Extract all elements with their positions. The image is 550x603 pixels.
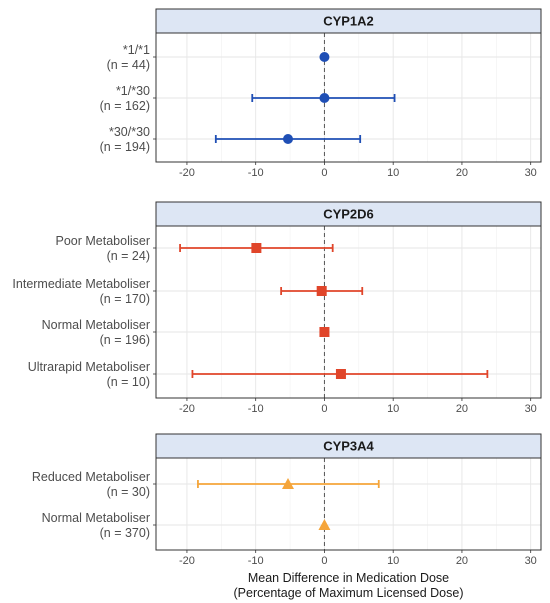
x-tick-label: 10 [387, 555, 399, 567]
plot-area [156, 458, 541, 550]
panel-strip [155, 433, 542, 459]
point-estimate [282, 478, 294, 489]
row-1: Normal Metaboliser(n = 370) [42, 511, 331, 540]
category-n-label: (n = 10) [107, 375, 150, 389]
category-n-label: (n = 196) [100, 333, 150, 347]
x-tick-label: -20 [179, 167, 195, 179]
x-tick-label: -20 [179, 403, 195, 415]
x-tick-label: 30 [525, 403, 537, 415]
x-tick-label: -20 [179, 555, 195, 567]
point-estimate [319, 327, 330, 337]
panel-title: CYP1A2 [323, 14, 374, 29]
panel-cyp1a2: CYP1A2 *1/*1(n = 44) *1/*30(n = 162) *30/*3… [100, 8, 542, 179]
row-1: *1/*30(n = 162) [100, 84, 396, 113]
panel-title: CYP2D6 [323, 207, 374, 222]
x-tick-label: 10 [387, 167, 399, 179]
x-tick-label: 20 [456, 403, 468, 415]
row-0: Poor Metaboliser(n = 24) [56, 234, 334, 263]
x-tick-label: 0 [321, 167, 327, 179]
point-estimate [251, 243, 262, 253]
x-tick-label: 0 [321, 403, 327, 415]
point-estimate [319, 52, 330, 62]
category-label: *1/*1 [123, 43, 150, 57]
row-0: Reduced Metaboliser(n = 30) [32, 470, 380, 499]
point-estimate [283, 134, 293, 144]
point-estimate [335, 369, 346, 379]
point-estimate [318, 519, 331, 530]
category-label: *1/*30 [116, 84, 150, 98]
panel-strip [155, 201, 542, 227]
x-tick-label: 20 [456, 555, 468, 567]
x-tick-label: 30 [525, 167, 537, 179]
panel-cyp3a4: CYP3A4 Reduced Metaboliser(n = 30) Normal … [32, 433, 542, 567]
panel-border [155, 457, 542, 551]
category-label: Reduced Metaboliser [32, 470, 150, 484]
category-label: Poor Metaboliser [56, 234, 151, 248]
category-n-label: (n = 30) [107, 485, 150, 499]
x-axis-title-line2: (Percentage of Maximum Licensed Dose) [234, 586, 464, 600]
point-estimate [316, 286, 327, 296]
panel-title: CYP3A4 [323, 439, 374, 454]
point-estimate [319, 93, 330, 103]
x-tick-label: 0 [321, 555, 327, 567]
category-n-label: (n = 162) [100, 99, 150, 113]
panel-strip [155, 8, 542, 34]
x-tick-label: -10 [248, 555, 264, 567]
category-label: *30/*30 [109, 125, 150, 139]
row-3: Ultrarapid Metaboliser(n = 10) [28, 360, 489, 389]
x-tick-label: 20 [456, 167, 468, 179]
row-0: *1/*1(n = 44) [107, 43, 330, 72]
category-n-label: (n = 194) [100, 140, 150, 154]
category-n-label: (n = 24) [107, 249, 150, 263]
row-2: Normal Metaboliser(n = 196) [42, 318, 330, 347]
panel-border [155, 225, 542, 399]
category-n-label: (n = 370) [100, 526, 150, 540]
x-tick-label: 30 [525, 555, 537, 567]
panel-cyp2d6: CYP2D6 Poor Metaboliser(n = 24) Intermedia… [12, 201, 542, 415]
category-label: Normal Metaboliser [42, 511, 150, 525]
plot-area [156, 226, 541, 398]
x-tick-label: 10 [387, 403, 399, 415]
category-n-label: (n = 170) [100, 292, 150, 306]
row-2: *30/*30(n = 194) [100, 125, 362, 154]
category-label: Intermediate Metaboliser [12, 277, 150, 291]
row-1: Intermediate Metaboliser(n = 170) [12, 277, 364, 306]
panel-border [155, 32, 542, 163]
category-label: Normal Metaboliser [42, 318, 150, 332]
x-tick-label: -10 [248, 403, 264, 415]
x-axis-title: Mean Difference in Medication Dose [248, 571, 449, 585]
x-tick-label: -10 [248, 167, 264, 179]
category-n-label: (n = 44) [107, 58, 150, 72]
category-label: Ultrarapid Metaboliser [28, 360, 150, 374]
